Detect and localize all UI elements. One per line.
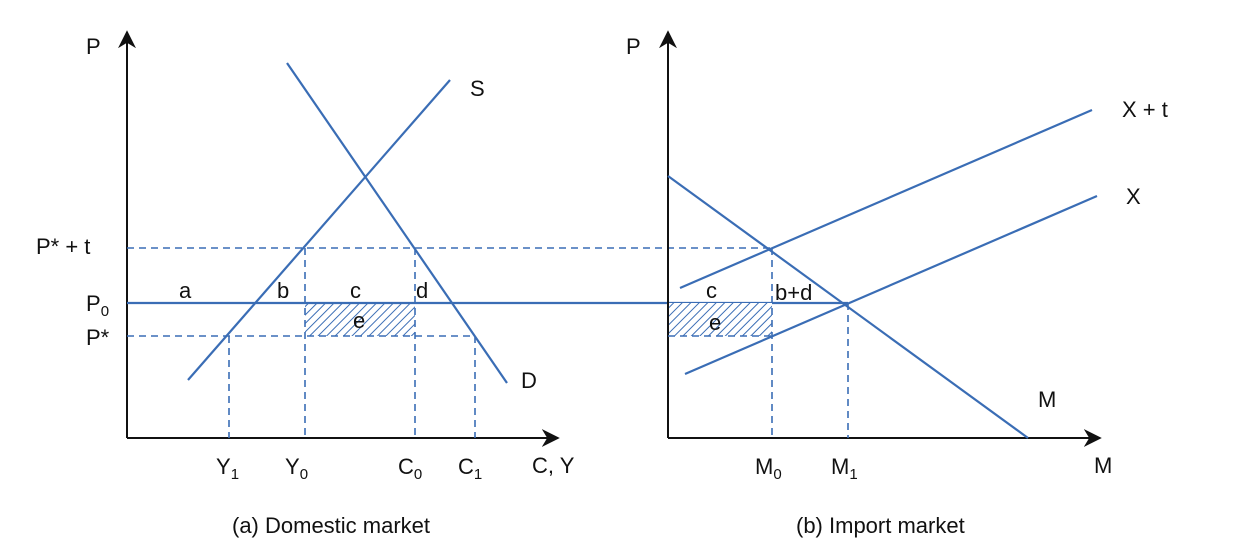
label-c0: C0 xyxy=(398,454,422,483)
label-c1: C1 xyxy=(458,454,482,483)
label-y0: Y0 xyxy=(285,454,308,483)
caption-domestic: (a) Domestic market xyxy=(232,513,430,538)
domestic-y-axis-label: P xyxy=(86,34,101,59)
label-y1: Y1 xyxy=(216,454,239,483)
import-y-axis-label: P xyxy=(626,34,641,59)
area-c-label: c xyxy=(350,278,361,303)
area-a-label: a xyxy=(179,278,192,303)
demand-curve xyxy=(286,62,508,384)
import-x-axis-label: M xyxy=(1094,453,1112,478)
label-supply: S xyxy=(470,76,485,101)
area-d-label: d xyxy=(416,278,428,303)
label-m-curve: M xyxy=(1038,387,1056,412)
label-p-star: P* xyxy=(86,325,110,350)
area-e-hatch xyxy=(305,303,415,336)
label-x: X xyxy=(1126,184,1141,209)
label-m1: M1 xyxy=(831,454,858,483)
label-m0: M0 xyxy=(755,454,782,483)
area-b-label: b xyxy=(277,278,289,303)
import-area-bd-label: b+d xyxy=(775,280,812,305)
caption-import: (b) Import market xyxy=(796,513,965,538)
label-x-plus-t: X + t xyxy=(1122,97,1168,122)
panel-domestic-market: P C, Y P* + t P0 P* S D Y1 Y0 C0 C1 a b … xyxy=(36,30,575,538)
area-e-label: e xyxy=(353,308,365,333)
label-p-star-plus-t: P* + t xyxy=(36,234,90,259)
area-e-import-hatch xyxy=(668,303,772,336)
import-area-c-label: c xyxy=(706,278,717,303)
import-demand-curve xyxy=(667,175,1029,439)
domestic-x-axis-label: C, Y xyxy=(532,453,575,478)
panel-import-market: P M X + t X M M0 M1 c b+d e (b) Import m… xyxy=(626,30,1168,538)
supply-curve xyxy=(187,79,451,381)
export-supply-plus-tariff-curve xyxy=(679,108,1093,290)
import-area-e-label: e xyxy=(709,310,721,335)
label-demand: D xyxy=(521,368,537,393)
export-supply-curve xyxy=(684,194,1098,376)
label-p0: P0 xyxy=(86,291,109,320)
